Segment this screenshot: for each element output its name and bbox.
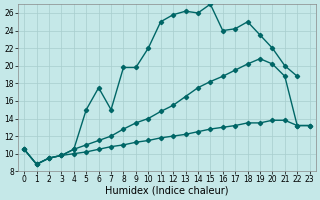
X-axis label: Humidex (Indice chaleur): Humidex (Indice chaleur)	[105, 186, 229, 196]
